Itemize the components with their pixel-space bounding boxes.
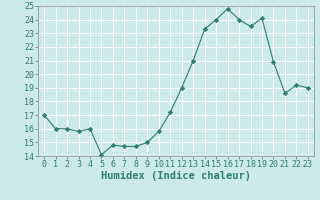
X-axis label: Humidex (Indice chaleur): Humidex (Indice chaleur) xyxy=(101,171,251,181)
